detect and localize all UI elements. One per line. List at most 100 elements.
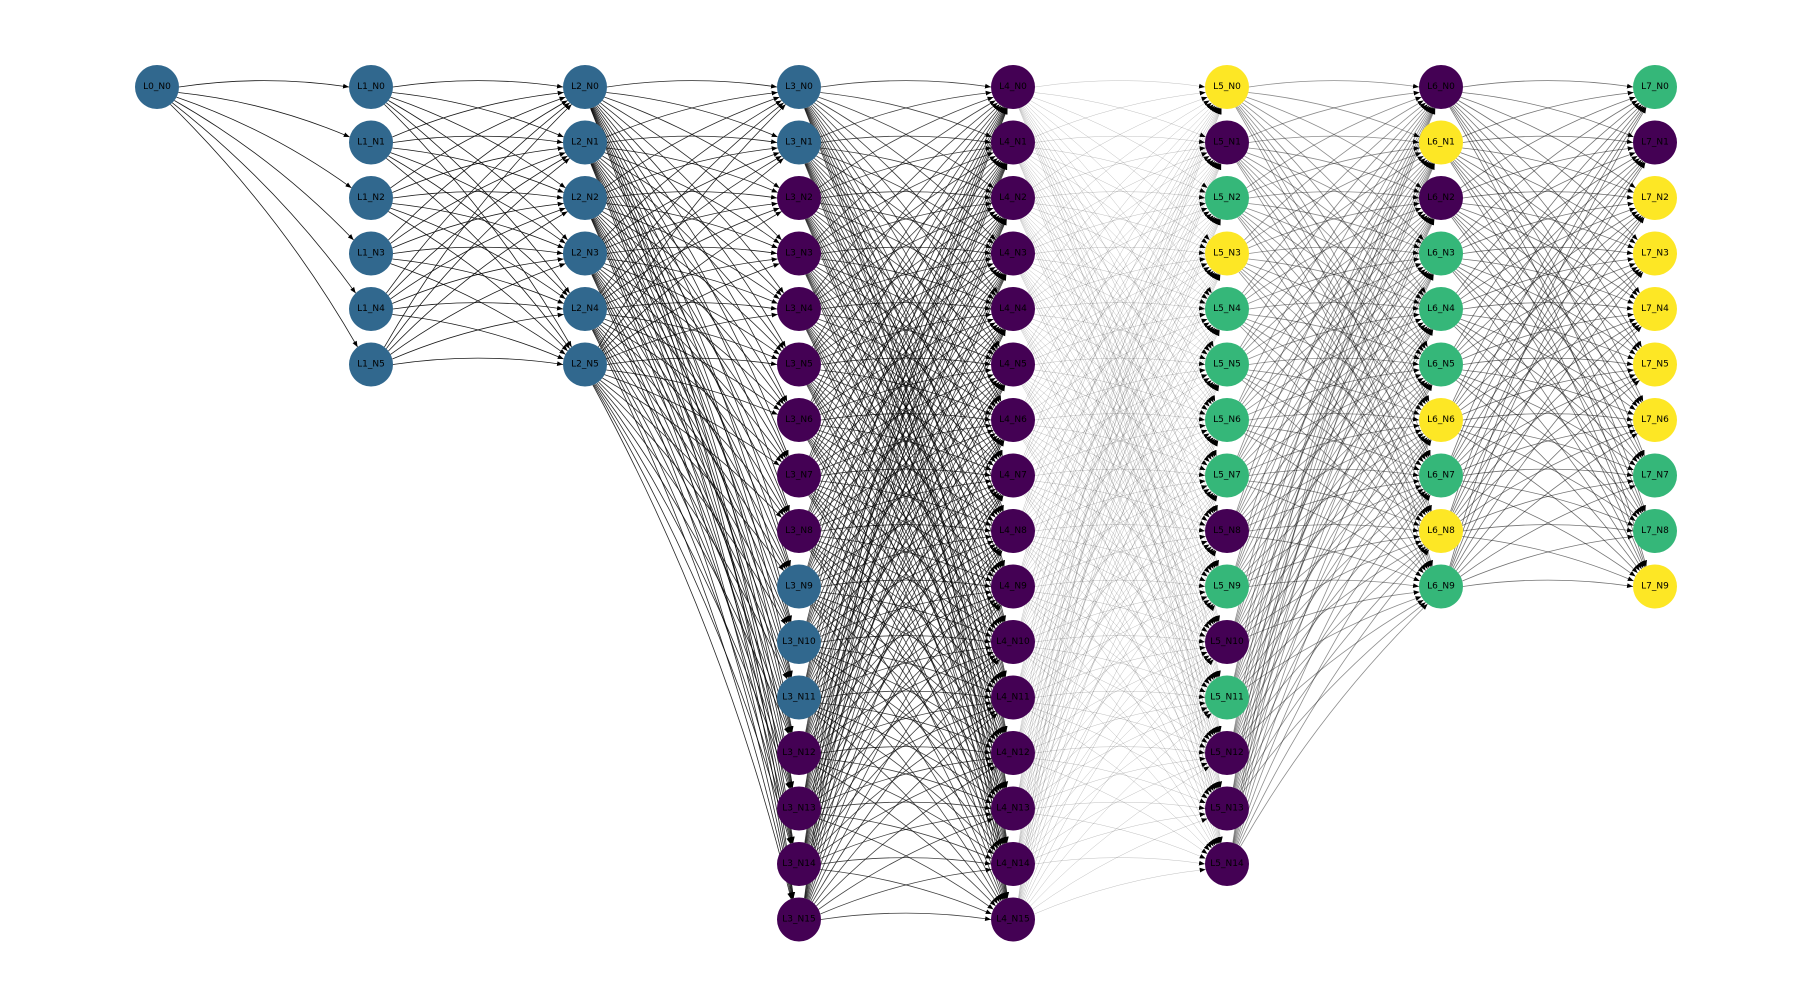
node-l3-n5: L3_N5 bbox=[777, 342, 821, 387]
node-l3-n1: L3_N1 bbox=[777, 120, 821, 165]
edge bbox=[1462, 479, 1634, 526]
edge bbox=[1023, 217, 1217, 568]
edge bbox=[1030, 155, 1210, 296]
edge bbox=[820, 647, 992, 693]
edge bbox=[1034, 413, 1206, 422]
edge bbox=[1024, 493, 1216, 791]
edge bbox=[1019, 163, 1221, 843]
node-label: L1_N3 bbox=[357, 249, 385, 259]
edge bbox=[392, 80, 564, 89]
edge bbox=[809, 106, 1003, 457]
node-circle bbox=[991, 675, 1035, 720]
edge bbox=[1020, 273, 1220, 789]
node-l3-n6: L3_N6 bbox=[777, 398, 821, 442]
edge bbox=[1237, 161, 1431, 512]
edge bbox=[1248, 590, 1420, 637]
edge bbox=[1234, 107, 1434, 622]
edge bbox=[1458, 100, 1638, 241]
edge bbox=[1021, 329, 1219, 789]
edge bbox=[1030, 266, 1210, 407]
edge bbox=[595, 161, 789, 512]
node-l6-n3: L6_N3 bbox=[1419, 231, 1463, 276]
node-l7-n3: L7_N3 bbox=[1633, 231, 1677, 276]
node-l5-n0: L5_N0 bbox=[1205, 65, 1249, 109]
node-l3-n2: L3_N2 bbox=[777, 176, 821, 220]
edge bbox=[392, 146, 564, 193]
edge bbox=[1454, 215, 1642, 459]
node-l7-n4: L7_N4 bbox=[1633, 287, 1677, 331]
edge bbox=[1034, 257, 1206, 304]
edge bbox=[1462, 80, 1634, 89]
node-circle bbox=[991, 897, 1035, 942]
edge bbox=[1233, 163, 1435, 788]
edge bbox=[392, 203, 564, 249]
edge bbox=[1021, 162, 1219, 622]
edge bbox=[816, 322, 996, 463]
edge bbox=[1030, 655, 1210, 796]
edge bbox=[1023, 161, 1217, 512]
edge bbox=[1240, 492, 1428, 736]
edge bbox=[1458, 433, 1638, 574]
edge bbox=[1248, 524, 1420, 533]
edge bbox=[592, 218, 793, 733]
edge bbox=[820, 468, 992, 477]
edge bbox=[1021, 218, 1219, 678]
edge bbox=[1240, 326, 1428, 570]
edge bbox=[1026, 548, 1214, 792]
node-label: L5_N12 bbox=[1210, 748, 1243, 758]
edge bbox=[1236, 273, 1432, 678]
edge bbox=[1032, 263, 1208, 355]
node-circle bbox=[777, 842, 821, 886]
node-l3-n13: L3_N13 bbox=[777, 786, 821, 831]
edge bbox=[606, 146, 778, 193]
edge bbox=[1236, 439, 1432, 845]
node-circle bbox=[1419, 287, 1463, 331]
node-circle bbox=[991, 65, 1035, 109]
edge bbox=[1458, 322, 1638, 463]
node-circle bbox=[1205, 176, 1249, 220]
edge bbox=[1021, 107, 1219, 567]
edge bbox=[810, 549, 1002, 846]
edge bbox=[1244, 155, 1424, 296]
edge bbox=[1032, 263, 1208, 355]
edge bbox=[820, 746, 992, 755]
edge bbox=[816, 433, 996, 574]
edge bbox=[805, 163, 1007, 788]
edge bbox=[1236, 106, 1432, 512]
node-l1-n1: L1_N1 bbox=[349, 120, 393, 165]
edge bbox=[596, 382, 788, 680]
node-l6-n7: L6_N7 bbox=[1419, 453, 1463, 498]
node-l1-n2: L1_N2 bbox=[349, 176, 393, 220]
edge bbox=[1244, 100, 1424, 241]
edge bbox=[820, 147, 992, 193]
node-l7-n0: L7_N0 bbox=[1633, 65, 1677, 109]
edge bbox=[1460, 485, 1636, 577]
edge bbox=[820, 869, 992, 915]
edge bbox=[1034, 591, 1206, 637]
edge bbox=[1238, 216, 1430, 513]
edge bbox=[1462, 468, 1634, 477]
node-circle bbox=[1633, 564, 1677, 609]
node-l4-n7: L4_N7 bbox=[991, 453, 1035, 498]
edge bbox=[1034, 647, 1206, 693]
node-circle bbox=[991, 564, 1035, 609]
edge bbox=[1032, 818, 1208, 910]
node-label: L3_N7 bbox=[785, 471, 813, 481]
edge bbox=[1022, 439, 1218, 845]
edge bbox=[1449, 106, 1647, 567]
node-label: L7_N5 bbox=[1641, 360, 1669, 370]
edge bbox=[1026, 270, 1214, 514]
node-label: L6_N6 bbox=[1427, 415, 1455, 425]
edge bbox=[1235, 273, 1433, 733]
node-l3-n10: L3_N10 bbox=[777, 620, 821, 664]
edge bbox=[820, 912, 992, 921]
edge bbox=[809, 106, 1003, 457]
edge bbox=[1240, 437, 1428, 681]
edge bbox=[1032, 596, 1208, 688]
node-l1-n0: L1_N0 bbox=[349, 65, 393, 109]
edge bbox=[1028, 657, 1212, 849]
edge bbox=[592, 162, 793, 678]
edge bbox=[606, 302, 778, 311]
edge bbox=[1032, 540, 1208, 633]
node-l6-n1: L6_N1 bbox=[1419, 120, 1463, 165]
